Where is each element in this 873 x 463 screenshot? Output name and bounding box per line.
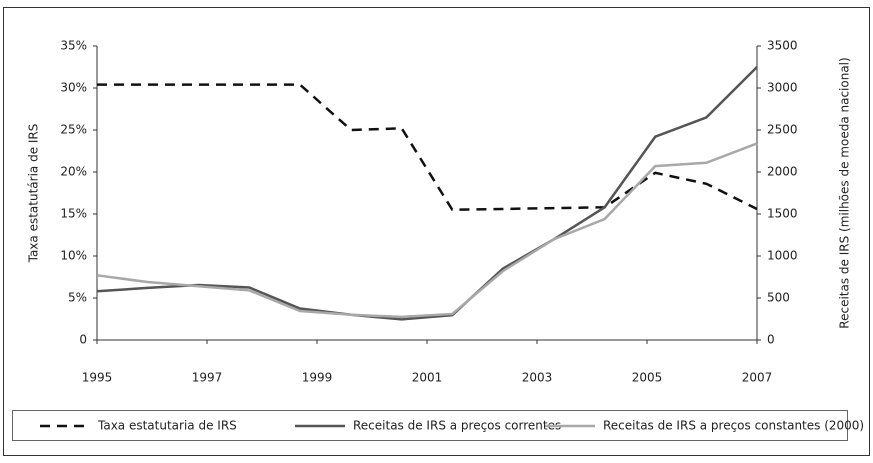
y2-tick-label: 1000: [767, 249, 798, 263]
y-tick-label: 0: [79, 333, 87, 347]
x-tick-label: 1999: [302, 371, 333, 385]
legend-box: [12, 410, 848, 441]
legend-label: Receitas de IRS a preços correntes: [353, 419, 561, 433]
x-tick-label: 2003: [522, 371, 553, 385]
x-tick-label: 1995: [82, 371, 113, 385]
y2-tick-label: 0: [767, 333, 775, 347]
y2-tick-label: 2500: [767, 123, 798, 137]
y2-tick-label: 1500: [767, 207, 798, 221]
series-line: [96, 66, 758, 321]
x-tick-label: 1997: [192, 371, 223, 385]
series-line: [97, 83, 758, 212]
legend-label: Receitas de IRS a preços constantes (200…: [603, 419, 864, 433]
y-axis-title: Taxa estatutária de IRS: [27, 124, 41, 264]
y2-tick-label: 3500: [767, 39, 798, 53]
y-tick-label: 15%: [60, 207, 87, 221]
x-tick-label: 2007: [742, 371, 773, 385]
frame: [3, 7, 870, 456]
y-tick-label: 10%: [60, 249, 87, 263]
y2-tick-label: 500: [767, 291, 790, 305]
x-tick-label: 2005: [632, 371, 663, 385]
legend-label: Taxa estatutaria de IRS: [97, 419, 237, 433]
y2-tick-label: 3000: [767, 81, 798, 95]
y-tick-label: 25%: [60, 123, 87, 137]
y-tick-label: 30%: [60, 81, 87, 95]
y-tick-label: 35%: [60, 39, 87, 53]
series-line: [96, 142, 758, 319]
y2-axis-title: Receitas de IRS (milhões de moeda nacion…: [838, 57, 852, 328]
y2-tick-label: 2000: [767, 165, 798, 179]
x-tick-label: 2001: [412, 371, 443, 385]
y-tick-label: 5%: [68, 291, 87, 305]
y-tick-label: 20%: [60, 165, 87, 179]
